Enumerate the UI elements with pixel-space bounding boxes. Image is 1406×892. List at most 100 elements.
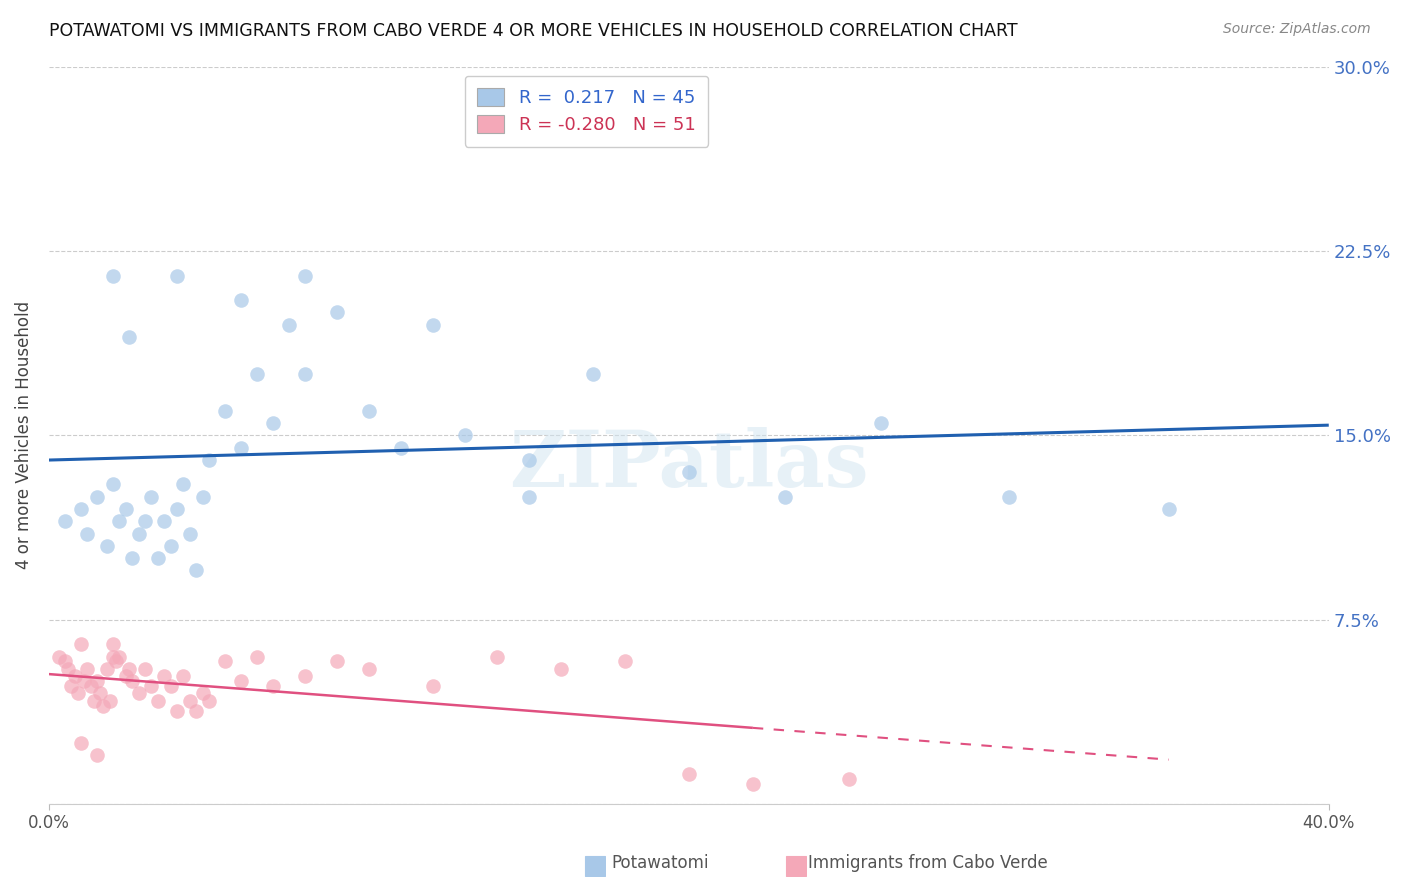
Point	[93, 698, 115, 713]
Point	[70, 735, 93, 749]
Point	[179, 526, 201, 541]
Point	[66, 686, 89, 700]
Point	[357, 403, 380, 417]
Text: POTAWATOMI VS IMMIGRANTS FROM CABO VERDE 4 OR MORE VEHICLES IN HOUSEHOLD CORRELA: POTAWATOMI VS IMMIGRANTS FROM CABO VERDE…	[49, 22, 1018, 40]
Point	[76, 526, 98, 541]
Point	[294, 268, 316, 283]
Point	[246, 649, 269, 664]
Point	[48, 649, 70, 664]
Point	[389, 441, 412, 455]
Point	[89, 686, 111, 700]
Point	[262, 679, 284, 693]
Point	[98, 694, 121, 708]
Point	[70, 502, 93, 516]
Point	[101, 649, 124, 664]
Text: Immigrants from Cabo Verde: Immigrants from Cabo Verde	[808, 855, 1049, 872]
Point	[56, 662, 79, 676]
Point	[96, 662, 118, 676]
Point	[326, 655, 349, 669]
Point	[70, 637, 93, 651]
Point	[191, 686, 214, 700]
Point	[60, 679, 83, 693]
Point	[229, 441, 252, 455]
Point	[869, 416, 891, 430]
Point	[198, 453, 221, 467]
Text: Source: ZipAtlas.com: Source: ZipAtlas.com	[1223, 22, 1371, 37]
Point	[63, 669, 86, 683]
Point	[172, 477, 194, 491]
Point	[96, 539, 118, 553]
Point	[582, 367, 605, 381]
Point	[214, 403, 236, 417]
Point	[53, 514, 76, 528]
Point	[146, 694, 169, 708]
Point	[166, 268, 188, 283]
Point	[678, 465, 700, 479]
Point	[454, 428, 477, 442]
Point	[86, 490, 108, 504]
Point	[118, 662, 141, 676]
Point	[1157, 502, 1180, 516]
Point	[422, 318, 444, 332]
Point	[294, 367, 316, 381]
Point	[114, 502, 136, 516]
Point	[357, 662, 380, 676]
Point	[153, 514, 176, 528]
Point	[773, 490, 796, 504]
Point	[191, 490, 214, 504]
Point	[128, 526, 150, 541]
Point	[229, 674, 252, 689]
Point	[422, 679, 444, 693]
Point	[101, 637, 124, 651]
Point	[613, 655, 636, 669]
Point	[101, 268, 124, 283]
Point	[550, 662, 572, 676]
Point	[86, 747, 108, 762]
Point	[79, 679, 101, 693]
Point	[166, 704, 188, 718]
Point	[229, 293, 252, 307]
Point	[101, 477, 124, 491]
Point	[108, 514, 131, 528]
Point	[294, 669, 316, 683]
Point	[517, 490, 540, 504]
Point	[53, 655, 76, 669]
Point	[153, 669, 176, 683]
Point	[262, 416, 284, 430]
Text: ZIPatlas: ZIPatlas	[509, 426, 869, 503]
Point	[678, 767, 700, 781]
Point	[246, 367, 269, 381]
Point	[159, 679, 181, 693]
Point	[198, 694, 221, 708]
Point	[134, 662, 156, 676]
Point	[741, 777, 763, 791]
Point	[838, 772, 860, 787]
Point	[485, 649, 508, 664]
Point	[214, 655, 236, 669]
Point	[108, 649, 131, 664]
Point	[141, 490, 163, 504]
Point	[73, 674, 96, 689]
Point	[114, 669, 136, 683]
Point	[186, 704, 208, 718]
Point	[166, 502, 188, 516]
Point	[998, 490, 1021, 504]
Point	[86, 674, 108, 689]
Point	[83, 694, 105, 708]
Point	[159, 539, 181, 553]
Point	[326, 305, 349, 319]
Point	[146, 551, 169, 566]
Point	[517, 453, 540, 467]
Point	[179, 694, 201, 708]
Point	[186, 564, 208, 578]
Y-axis label: 4 or more Vehicles in Household: 4 or more Vehicles in Household	[15, 301, 32, 569]
Point	[121, 551, 143, 566]
Point	[121, 674, 143, 689]
Point	[278, 318, 301, 332]
Point	[141, 679, 163, 693]
Point	[76, 662, 98, 676]
Point	[128, 686, 150, 700]
Point	[134, 514, 156, 528]
Point	[172, 669, 194, 683]
Point	[105, 655, 128, 669]
